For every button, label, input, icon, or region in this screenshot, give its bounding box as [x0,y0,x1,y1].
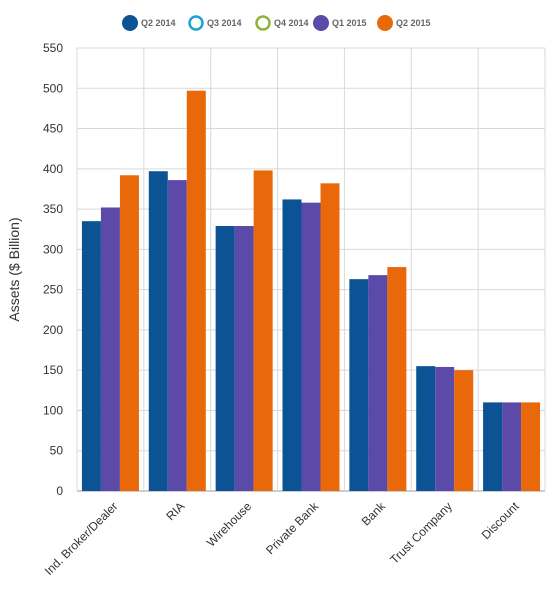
legend-label[interactable]: Q3 2014 [207,18,242,28]
bar-q2-2015[interactable] [253,170,273,492]
y-tick-label: 100 [43,403,63,417]
x-tick-label: Bank [359,499,389,529]
x-tick-label: Trust Company [387,499,455,567]
x-tick-label: Ind. Broker/Dealer [42,499,121,578]
bar-q2-2014[interactable] [416,366,436,491]
bar-q2-2014[interactable] [148,171,168,491]
y-axis-title: Assets ($ Billion) [6,217,22,321]
bar-q2-2014[interactable] [81,221,101,491]
bar-q2-2015[interactable] [387,267,407,491]
legend-marker[interactable] [377,15,393,31]
bar-q1-2015[interactable] [502,402,522,491]
y-tick-label: 300 [43,242,63,256]
bar-q2-2014[interactable] [483,402,503,491]
bar-q2-2015[interactable] [454,370,474,491]
bar-q2-2014[interactable] [215,226,235,492]
x-tick-label: Discount [479,499,522,542]
y-tick-label: 400 [43,162,63,176]
y-tick-label: 500 [43,81,63,95]
legend-label[interactable]: Q4 2014 [274,18,309,28]
bar-q2-2014[interactable] [349,279,369,491]
x-tick-label: Wirehouse [204,499,255,550]
legend-label[interactable]: Q1 2015 [332,18,367,28]
y-tick-label: 200 [43,323,63,337]
x-tick-label: RIA [163,499,187,523]
bar-q2-2015[interactable] [119,175,139,491]
bar-q2-2014[interactable] [282,199,302,491]
y-tick-label: 250 [43,283,63,297]
bar-q1-2015[interactable] [368,275,388,491]
bar-q2-2015[interactable] [320,183,340,492]
legend-marker[interactable] [255,15,271,31]
y-tick-label: 0 [56,484,63,498]
legend-marker[interactable] [313,15,329,31]
bar-q1-2015[interactable] [234,226,254,492]
legend-label[interactable]: Q2 2015 [396,18,431,28]
y-tick-label: 150 [43,363,63,377]
bar-q1-2015[interactable] [167,180,187,491]
legend-marker[interactable] [122,15,138,31]
bar-q1-2015[interactable] [301,202,321,491]
legend-marker[interactable] [188,15,204,31]
y-tick-label: 450 [43,122,63,136]
bar-q2-2015[interactable] [521,402,541,491]
x-tick-label: Private Bank [263,499,322,558]
bar-q1-2015[interactable] [435,366,455,491]
y-tick-label: 350 [43,202,63,216]
y-tick-label: 550 [43,41,63,55]
legend-label[interactable]: Q2 2014 [141,18,176,28]
bar-q1-2015[interactable] [100,207,120,492]
y-tick-label: 50 [50,444,64,458]
bar-q2-2015[interactable] [186,90,206,492]
